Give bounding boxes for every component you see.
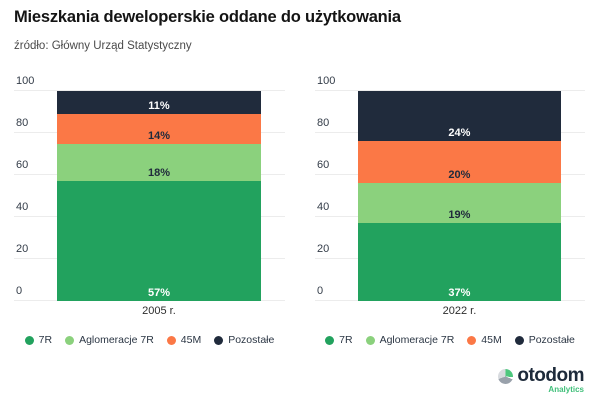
bar-segment-aglomeracje-7r: 19% <box>358 183 561 224</box>
y-tick-label-0: 0 <box>16 285 23 297</box>
y-tick-label-80: 80 <box>317 117 330 129</box>
bar-segment-45m: 14% <box>57 114 261 144</box>
otodom-analytics-label: Analytics <box>548 385 584 394</box>
legend-item-45m: 45M <box>166 334 202 346</box>
y-tick-label-0: 0 <box>317 285 324 297</box>
segment-value-label: 37% <box>448 287 471 299</box>
legend-item-7r: 7R <box>325 334 353 346</box>
y-tick-label-60: 60 <box>16 159 29 171</box>
otodom-analytics-logo: otodom Analytics <box>498 366 584 394</box>
otodom-pie-icon <box>498 369 514 384</box>
x-axis-label: 2005 r. <box>142 305 176 317</box>
stacked-bar: 57% 18% 14% 11% <box>57 91 261 301</box>
legend-dot-icon <box>365 335 375 345</box>
legend-item-aglomeracje-7r: Aglomeracje 7R <box>65 334 154 346</box>
stacked-bar: 37% 19% 20% 24% <box>358 91 561 301</box>
y-tick-label-20: 20 <box>16 243 29 255</box>
gridline-100 <box>315 90 585 91</box>
gridline-100 <box>14 90 285 91</box>
legend: 7R Aglomeracje 7R 45M Pozostałe <box>14 334 285 346</box>
plot-area: 0 20 40 60 80 100 37% 19% 20% 24% <box>315 76 585 301</box>
legend-dot-icon <box>514 335 524 345</box>
segment-value-label: 14% <box>147 129 170 142</box>
y-tick-label-20: 20 <box>317 243 330 255</box>
legend-label: Aglomeracje 7R <box>79 334 154 346</box>
legend-dot-icon <box>467 335 477 345</box>
bar-segment-45m: 20% <box>358 141 561 184</box>
bar-segment-pozostałe: 11% <box>57 91 261 115</box>
legend-item-45m: 45M <box>467 334 502 346</box>
legend-label: 7R <box>339 334 353 346</box>
legend-label: 45M <box>180 334 202 346</box>
legend-label: Aglomeracje 7R <box>379 334 455 346</box>
y-tick-label-100: 100 <box>317 75 336 87</box>
x-axis-label: 2022 r. <box>442 305 477 317</box>
plot-area: 0 20 40 60 80 100 57% 18% 14% 11% <box>14 76 285 301</box>
segment-value-label: 24% <box>448 127 471 140</box>
segment-value-label: 19% <box>448 209 471 222</box>
legend-dot-icon <box>166 335 176 345</box>
page-title: Mieszkania deweloperskie oddane do użytk… <box>14 8 401 26</box>
legend-label: Pozostałe <box>228 334 275 346</box>
legend-label: 7R <box>38 334 53 346</box>
segment-value-label: 57% <box>147 287 170 299</box>
stacked-bar-chart-2022: 0 20 40 60 80 100 37% 19% 20% 24% 2022 r. 7R Aglom… <box>315 76 585 346</box>
source-caption: źródło: Główny Urząd Statystyczny <box>14 40 192 52</box>
legend-item-pozostałe: Pozostałe <box>214 334 274 346</box>
y-tick-label-80: 80 <box>16 117 29 129</box>
legend-item-7r: 7R <box>24 334 53 346</box>
bar-segment-7r: 37% <box>358 223 561 301</box>
legend-dot-icon <box>325 335 335 345</box>
segment-value-label: 20% <box>448 169 471 182</box>
legend-dot-icon <box>65 335 75 345</box>
legend-label: Pozostałe <box>528 334 575 346</box>
y-tick-label-100: 100 <box>16 75 35 87</box>
legend-dot-icon <box>214 335 224 345</box>
segment-value-label: 11% <box>148 100 170 113</box>
legend: 7R Aglomeracje 7R 45M Pozostałe <box>315 334 585 346</box>
legend-item-pozostałe: Pozostałe <box>514 334 575 346</box>
y-tick-label-40: 40 <box>317 201 330 213</box>
legend-label: 45M <box>481 334 502 346</box>
stacked-bar-chart-2005: 0 20 40 60 80 100 57% 18% 14% 11% 2005 r. 7R Aglom… <box>14 76 285 346</box>
bar-segment-aglomeracje-7r: 18% <box>57 143 261 182</box>
bar-segment-pozostałe: 24% <box>358 91 561 142</box>
y-tick-label-60: 60 <box>317 159 330 171</box>
y-tick-label-40: 40 <box>16 201 29 213</box>
otodom-logo-text: otodom Analytics <box>517 366 584 394</box>
otodom-brand-name: otodom <box>517 365 584 386</box>
legend-dot-icon <box>24 335 34 345</box>
bar-segment-7r: 57% <box>57 181 261 301</box>
legend-item-aglomeracje-7r: Aglomeracje 7R <box>365 334 455 346</box>
segment-value-label: 18% <box>147 167 170 180</box>
